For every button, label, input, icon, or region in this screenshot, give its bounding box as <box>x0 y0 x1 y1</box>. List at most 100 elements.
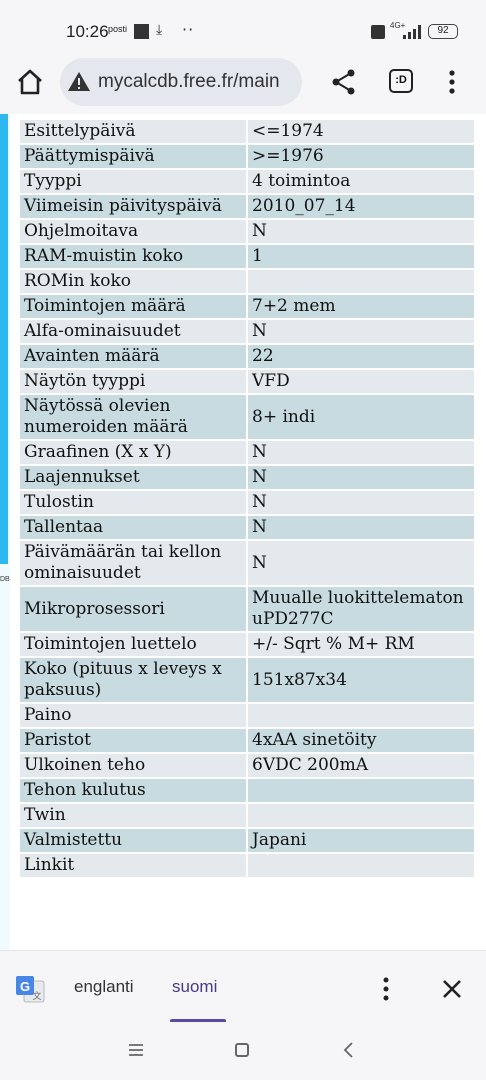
close-icon[interactable] <box>440 977 464 1001</box>
spec-key: Graafinen (X x Y) <box>20 441 246 464</box>
browser-toolbar: mycalcdb.free.fr/main :D <box>0 52 486 114</box>
left-edge-bar <box>0 114 8 564</box>
translate-options-icon[interactable] <box>376 975 396 1003</box>
table-row: Koko (pituus x leveys x paksuus) 151x87x3… <box>20 658 474 702</box>
google-translate-icon[interactable]: G 文 <box>15 975 45 1003</box>
spec-value <box>248 854 474 877</box>
volte-icon <box>371 25 385 39</box>
network-type: 4G+ <box>390 21 406 30</box>
spec-value: Muualle luokittelematon uPD277C <box>248 587 474 631</box>
spec-value <box>248 804 474 827</box>
spec-key: RAM-muistin koko <box>20 245 246 268</box>
spec-value: +/- Sqrt % M+ RM <box>248 633 474 656</box>
spec-value: N <box>248 220 474 243</box>
table-row: Laajennukset N <box>20 466 474 489</box>
table-row: Valmistettu Japani <box>20 829 474 852</box>
spec-value: VFD <box>248 370 474 393</box>
spec-value: <=1974 <box>248 120 474 143</box>
spec-key: Ohjelmoitava <box>20 220 246 243</box>
spec-value: N <box>248 441 474 464</box>
table-row: Näytön tyyppi VFD <box>20 370 474 393</box>
spec-key: Viimeisin päivityspäivä <box>20 195 246 218</box>
table-row: Twin <box>20 804 474 827</box>
spec-key: Paino <box>20 704 246 727</box>
table-row: Ulkoinen teho 6VDC 200mA <box>20 754 474 777</box>
table-row: Tallentaa N <box>20 516 474 539</box>
table-row: Näytössä olevien numeroiden määrä 8+ indi <box>20 395 474 439</box>
home-icon[interactable] <box>14 66 46 98</box>
table-row: Tehon kulutus <box>20 779 474 802</box>
spec-key: Tallentaa <box>20 516 246 539</box>
status-time: 10:26 <box>66 22 109 41</box>
notification-app-label: posti <box>108 24 128 34</box>
spec-key: Päättymispäivä <box>20 145 246 168</box>
tab-switcher-button[interactable]: :D <box>389 69 413 93</box>
table-row: Paristot 4xAA sinetöity <box>20 729 474 752</box>
battery-icon: 92 <box>428 24 458 39</box>
spec-key: Alfa-ominaisuudet <box>20 320 246 343</box>
spec-key: Toimintojen määrä <box>20 295 246 318</box>
more-notifications-icon: ·· <box>182 20 195 39</box>
spec-key: Twin <box>20 804 246 827</box>
table-row: Toimintojen määrä 7+2 mem <box>20 295 474 318</box>
recents-icon[interactable] <box>128 1042 144 1058</box>
spec-value: 22 <box>248 345 474 368</box>
spec-key: Tyyppi <box>20 170 246 193</box>
table-row: Mikroprosessori Muualle luokittelematon u… <box>20 587 474 631</box>
spec-key: Ulkoinen teho <box>20 754 246 777</box>
svg-text:G: G <box>20 979 30 994</box>
spec-key: Mikroprosessori <box>20 587 246 631</box>
spec-key: Päivämäärän tai kellon ominaisuudet <box>20 541 246 585</box>
spec-value: 6VDC 200mA <box>248 754 474 777</box>
table-row: Viimeisin päivityspäivä 2010_07_14 <box>20 195 474 218</box>
spec-value: 151x87x34 <box>248 658 474 702</box>
spec-key: Toimintojen luettelo <box>20 633 246 656</box>
translate-bar: G 文 englanti suomi <box>0 950 486 1023</box>
spec-key: Laajennukset <box>20 466 246 489</box>
spec-value: 7+2 mem <box>248 295 474 318</box>
spec-key: Koko (pituus x leveys x paksuus) <box>20 658 246 702</box>
spec-key: Paristot <box>20 729 246 752</box>
spec-value: N <box>248 320 474 343</box>
web-page: DB Esittelypäivä <=1974 Päättymispäivä >=19… <box>0 114 486 950</box>
back-icon[interactable] <box>340 1041 356 1059</box>
spec-value: 8+ indi <box>248 395 474 439</box>
table-row: Avainten määrä 22 <box>20 345 474 368</box>
table-row: Esittelypäivä <=1974 <box>20 120 474 143</box>
table-row: Linkit <box>20 854 474 877</box>
spec-key: Näytön tyyppi <box>20 370 246 393</box>
spec-value: 4xAA sinetöity <box>248 729 474 752</box>
spec-value <box>248 704 474 727</box>
table-row: Alfa-ominaisuudet N <box>20 320 474 343</box>
table-row: RAM-muistin koko 1 <box>20 245 474 268</box>
spec-value: N <box>248 516 474 539</box>
table-row: Paino <box>20 704 474 727</box>
more-vert-icon[interactable] <box>440 68 464 96</box>
url-text[interactable]: mycalcdb.free.fr/main <box>98 71 280 92</box>
spec-value: N <box>248 491 474 514</box>
left-edge-strip: DB <box>0 114 10 950</box>
language-tab-source[interactable]: englanti <box>74 977 134 996</box>
spec-value: N <box>248 541 474 585</box>
spec-value: >=1976 <box>248 145 474 168</box>
table-row: Tyyppi 4 toimintoa <box>20 170 474 193</box>
table-row: ROMin koko <box>20 270 474 293</box>
warning-icon[interactable] <box>67 70 91 94</box>
language-tab-target[interactable]: suomi <box>172 977 218 996</box>
spec-key: Valmistettu <box>20 829 246 852</box>
table-row: Päättymispäivä >=1976 <box>20 145 474 168</box>
spec-value: 4 toimintoa <box>248 170 474 193</box>
nav-home-icon[interactable] <box>235 1043 249 1057</box>
share-icon[interactable] <box>330 68 358 96</box>
left-edge-label: DB <box>0 576 10 583</box>
notification-icon <box>134 24 149 39</box>
spec-value <box>248 270 474 293</box>
system-nav-bar <box>0 1022 486 1080</box>
spec-key: Esittelypäivä <box>20 120 246 143</box>
address-bar[interactable]: mycalcdb.free.fr/main <box>60 58 302 106</box>
spec-value: 1 <box>248 245 474 268</box>
spec-key: Tehon kulutus <box>20 779 246 802</box>
spec-value: N <box>248 466 474 489</box>
svg-text:文: 文 <box>32 990 41 1002</box>
download-icon: ⤓ <box>156 22 163 38</box>
